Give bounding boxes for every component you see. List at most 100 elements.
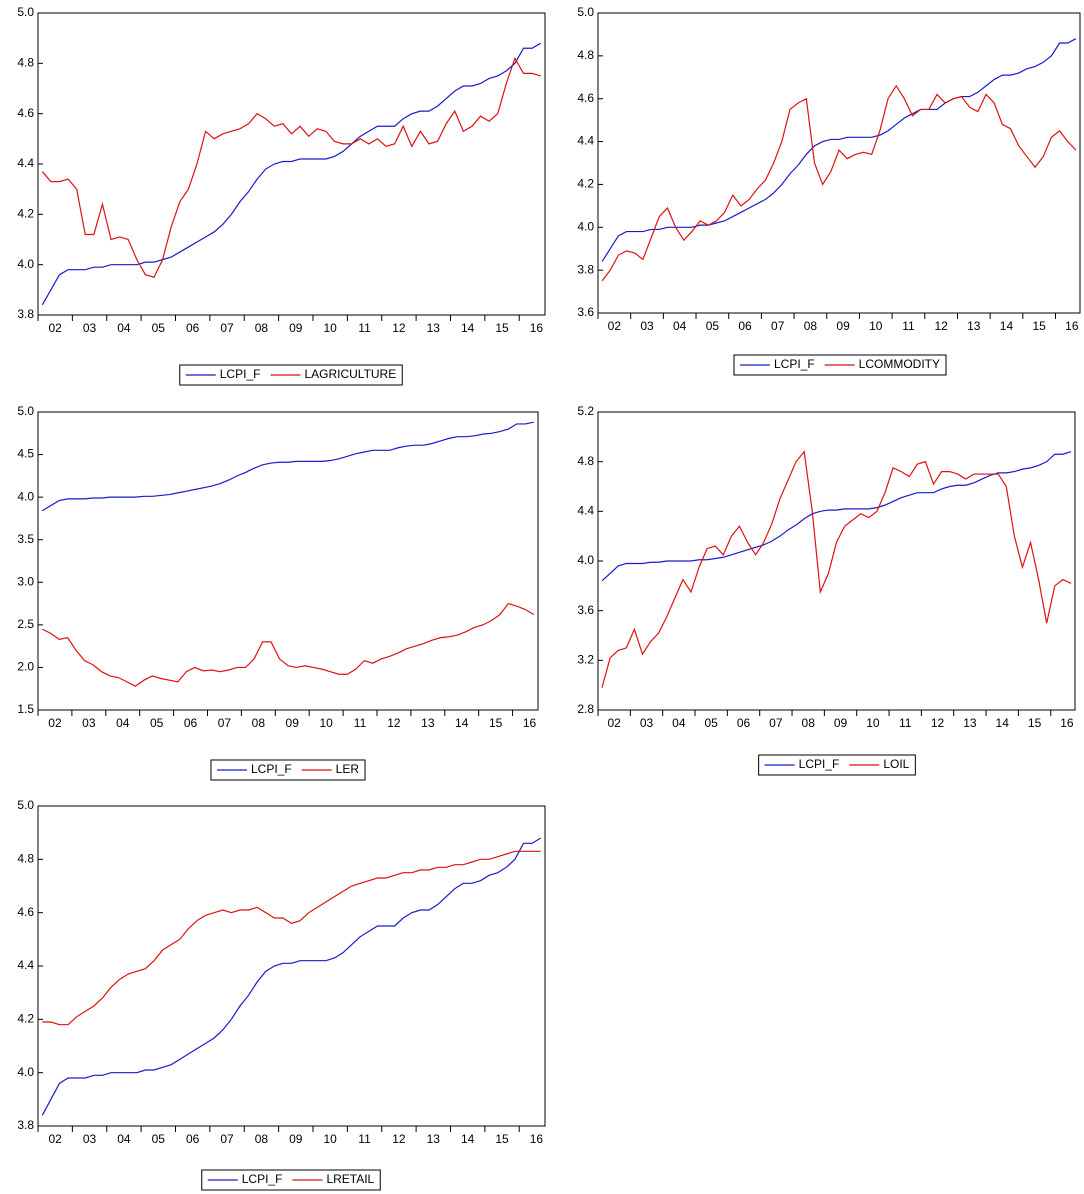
x-tick-label: 05 [152,321,166,335]
legend-label: LCPI_F [220,367,261,381]
x-tick-label: 10 [323,1132,337,1146]
y-tick-label: 3.8 [577,262,594,276]
y-tick-label: 4.4 [577,134,594,148]
y-tick-label: 4.0 [17,1065,34,1079]
legend-label: LCPI_F [774,357,815,371]
legend-label: LCPI_F [242,1172,283,1186]
x-tick-label: 13 [967,319,981,333]
x-tick-label: 07 [220,321,234,335]
y-tick-label: 4.4 [17,156,34,170]
x-tick-label: 09 [834,716,848,730]
x-tick-label: 06 [738,319,752,333]
y-tick-label: 4.0 [577,219,594,233]
x-tick-label: 09 [289,321,303,335]
y-tick-label: 4.8 [17,852,34,866]
series-line [41,602,535,687]
x-tick-label: 06 [737,716,751,730]
y-tick-label: 2.8 [577,702,594,716]
y-tick-label: 4.8 [577,48,594,62]
y-tick-label: 4.4 [577,504,594,518]
legend-box [210,759,366,781]
y-tick-label: 4.0 [17,257,34,271]
y-tick-label: 4.0 [577,553,594,567]
x-tick-label: 15 [489,716,503,730]
legend-label: LOIL [883,757,909,771]
x-tick-label: 06 [186,1132,200,1146]
y-tick-label: 3.5 [17,532,34,546]
x-tick-label: 02 [607,716,621,730]
series-line [42,850,541,1026]
x-tick-label: 11 [358,321,371,335]
series-line [601,450,1072,688]
x-tick-label: 14 [1000,319,1014,333]
x-tick-label: 08 [804,319,818,333]
chart-panel: 1.5 2.0 2.5 3.0 3.5 4.0 4.5 5.0 02 03 04 05 06 07 08 09… [17,404,539,781]
y-tick-label: 2.5 [17,617,34,631]
y-tick-label: 4.5 [17,447,34,461]
y-tick-label: 5.0 [577,5,594,19]
x-tick-label: 11 [899,716,912,730]
legend: LCPI_F LCOMMODITY [733,354,947,376]
y-tick-label: 3.8 [17,1118,34,1132]
plot-frame [37,411,539,711]
x-tick-label: 13 [421,716,435,730]
x-tick-label: 08 [255,321,269,335]
x-tick-label: 13 [427,321,441,335]
x-tick-label: 15 [495,1132,509,1146]
y-tick-label: 4.2 [17,1012,34,1026]
x-tick-label: 05 [705,716,719,730]
y-tick-label: 1.5 [17,702,34,716]
y-tick-label: 3.8 [17,307,34,321]
x-tick-label: 05 [152,1132,166,1146]
y-tick-label: 3.2 [577,653,594,667]
x-tick-label: 07 [218,716,232,730]
legend-label: LRETAIL [326,1172,374,1186]
y-tick-label: 4.6 [577,91,594,105]
x-tick-label: 12 [931,716,945,730]
x-tick-label: 07 [220,1132,234,1146]
x-tick-label: 03 [640,319,654,333]
y-tick-label: 5.2 [577,404,594,418]
legend: LCPI_F LOIL [758,754,916,776]
x-tick-label: 04 [116,716,130,730]
x-tick-label: 12 [392,321,406,335]
x-tick-label: 16 [1060,716,1074,730]
x-tick-label: 04 [117,321,131,335]
chart-panel: 3.8 4.0 4.2 4.4 4.6 4.8 5.0 02 03 04 05 06 07 08 09 10 1… [17,798,546,1191]
x-tick-label: 14 [455,716,469,730]
x-tick-label: 12 [392,1132,406,1146]
x-tick-label: 13 [963,716,977,730]
x-tick-label: 09 [286,716,300,730]
x-tick-label: 08 [802,716,816,730]
x-tick-label: 04 [117,1132,131,1146]
legend-box [758,754,916,776]
y-tick-label: 4.6 [17,106,34,120]
legend-box [201,1169,381,1191]
y-tick-label: 4.8 [577,454,594,468]
legend-label: LCPI_F [799,757,840,771]
y-tick-label: 4.4 [17,958,34,972]
series-line [41,421,534,512]
x-tick-label: 03 [83,1132,97,1146]
plot-frame [37,12,546,316]
legend-label: LAGRICULTURE [304,367,396,381]
x-tick-label: 13 [427,1132,441,1146]
x-tick-label: 10 [869,319,883,333]
x-tick-label: 08 [252,716,266,730]
x-tick-label: 09 [836,319,850,333]
y-tick-label: 4.2 [577,177,594,191]
x-tick-label: 07 [771,319,785,333]
x-tick-label: 03 [82,716,96,730]
x-tick-label: 03 [83,321,97,335]
series-line [601,38,1077,262]
x-tick-label: 09 [289,1132,303,1146]
x-tick-label: 05 [706,319,720,333]
x-tick-label: 16 [530,1132,544,1146]
x-tick-label: 12 [934,319,948,333]
y-tick-label: 5.0 [17,798,34,812]
x-tick-label: 10 [323,321,337,335]
x-tick-label: 16 [530,321,544,335]
series-line [601,451,1072,582]
x-tick-label: 10 [866,716,880,730]
